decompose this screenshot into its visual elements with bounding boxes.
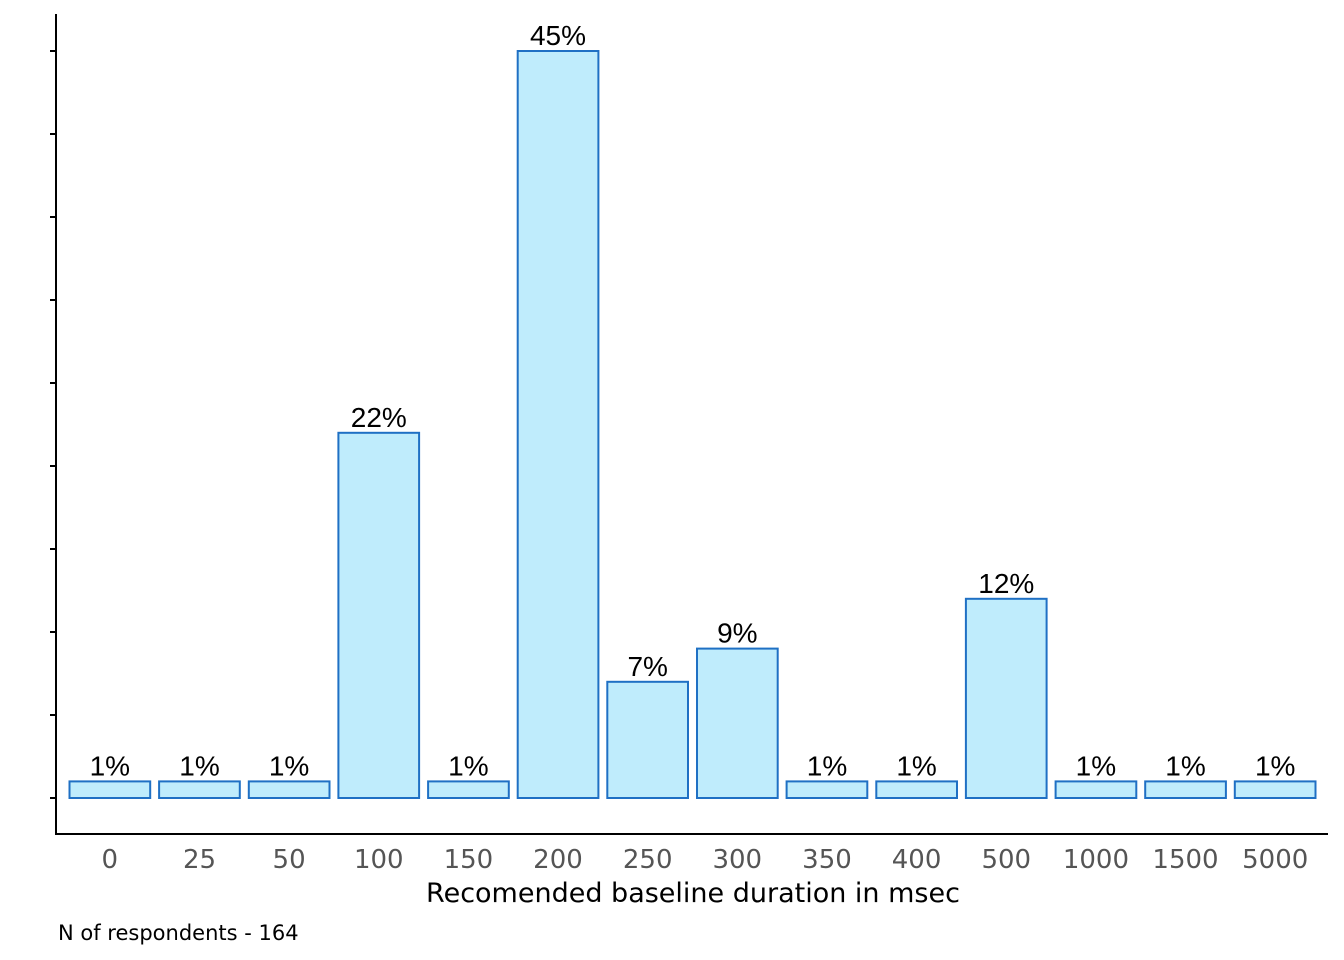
x-tick-label-200: 200	[533, 845, 583, 875]
x-tick-label-25: 25	[183, 845, 216, 875]
y-axis	[50, 14, 57, 835]
respondents-caption: N of respondents - 164	[58, 921, 299, 945]
bar-350	[785, 780, 869, 800]
bar-data-label-25: 1%	[179, 750, 219, 781]
x-tick-label-300: 300	[712, 845, 762, 875]
bar-data-label-1500: 1%	[1165, 750, 1205, 781]
x-tick-label-400: 400	[892, 845, 942, 875]
bar-data-label-50: 1%	[269, 750, 309, 781]
bar-data-label-200: 45%	[530, 20, 586, 51]
bar-0	[68, 780, 152, 800]
x-tick-label-1000: 1000	[1063, 845, 1129, 875]
bar-50	[247, 780, 331, 800]
x-tick-label-500: 500	[981, 845, 1031, 875]
y-axis-ticks	[50, 50, 56, 799]
x-tick-label-250: 250	[623, 845, 673, 875]
bar-data-label-150: 1%	[448, 750, 488, 781]
bar-1000	[1054, 780, 1138, 800]
bar-data-label-1000: 1%	[1076, 750, 1116, 781]
bar-200	[516, 50, 600, 799]
bar-25	[158, 780, 241, 800]
bar-5000	[1233, 780, 1317, 800]
x-tick-label-1500: 1500	[1152, 845, 1218, 875]
x-tick-label-350: 350	[802, 845, 852, 875]
bar-data-label-5000: 1%	[1255, 750, 1295, 781]
bar-300	[696, 647, 779, 799]
x-axis-title: Recomended baseline duration in msec	[426, 878, 960, 909]
bar-data-label-0: 1%	[90, 750, 130, 781]
bar-1500	[1144, 780, 1227, 800]
bar-data-labels: 1% 1% 1% 22% 1% 45% 7% 9% 1% 1% 12% 1% 1% 1%	[90, 20, 1296, 781]
x-tick-label-150: 150	[444, 845, 494, 875]
bar-100	[337, 431, 421, 799]
bars	[68, 50, 1317, 800]
x-tick-label-50: 50	[273, 845, 306, 875]
bar-400	[875, 780, 958, 800]
x-axis: 0 25 50 100 150 200 250 300 350 400 500 1000 1500 500…	[56, 833, 1328, 875]
bar-data-label-250: 7%	[627, 651, 667, 682]
bar-500	[964, 597, 1048, 799]
bar-250	[606, 680, 689, 799]
x-tick-label-100: 100	[354, 845, 404, 875]
bar-data-label-100: 22%	[351, 402, 407, 433]
x-tick-label-0: 0	[102, 845, 119, 875]
bar-data-label-350: 1%	[807, 750, 847, 781]
bar-150	[427, 780, 510, 800]
bar-data-label-400: 1%	[896, 750, 936, 781]
x-tick-label-5000: 5000	[1242, 845, 1308, 875]
bar-data-label-500: 12%	[978, 568, 1034, 599]
x-axis-tick-labels: 0 25 50 100 150 200 250 300 350 400 500 1000 1500 500…	[102, 845, 1309, 875]
bar-data-label-300: 9%	[717, 618, 757, 649]
